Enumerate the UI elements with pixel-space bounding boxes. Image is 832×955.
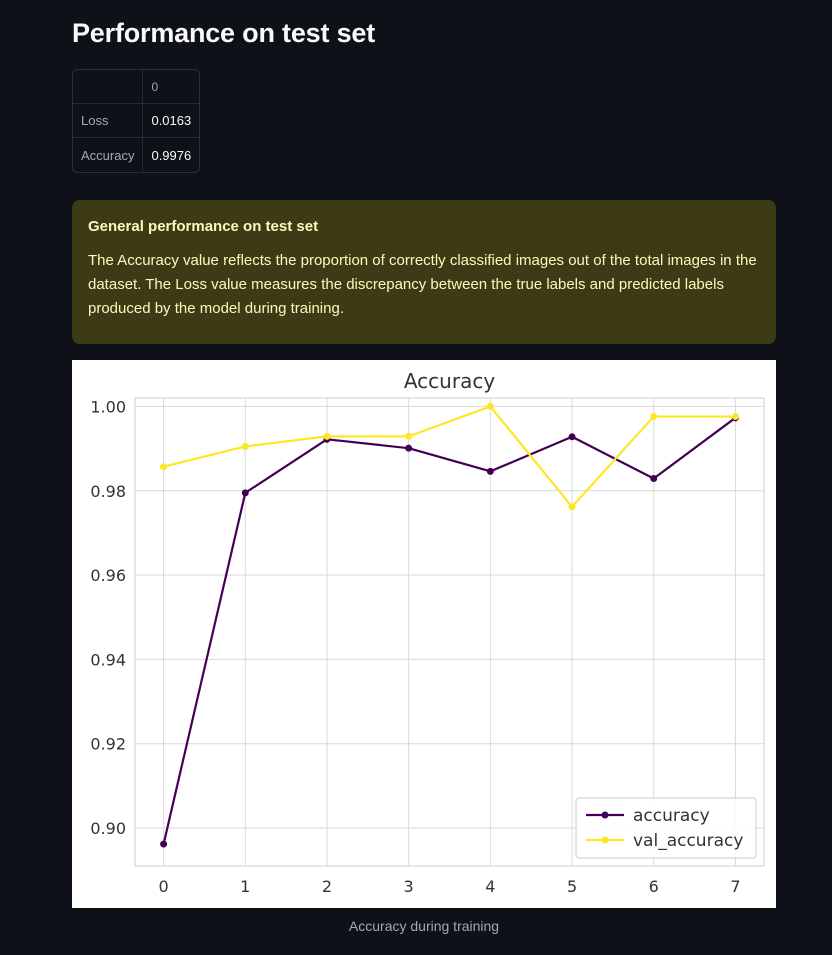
metrics-table: 0 Loss 0.0163 Accuracy 0.9976 bbox=[72, 69, 201, 173]
x-tick-label: 0 bbox=[158, 877, 168, 896]
data-point-accuracy bbox=[405, 444, 413, 452]
data-point-val_accuracy bbox=[160, 463, 168, 471]
data-point-accuracy bbox=[486, 467, 494, 475]
accuracy-chart: Accuracy 0.90 0.92 0.94 0.96 0.98 1.00 0 1 2 3 4 5 6 7… bbox=[72, 360, 776, 908]
data-point-val_accuracy bbox=[650, 413, 658, 421]
x-tick-label: 6 bbox=[649, 877, 659, 896]
data-point-val_accuracy bbox=[405, 432, 413, 440]
x-tick-label: 5 bbox=[567, 877, 577, 896]
table-cell-value[interactable]: 0.9976 bbox=[151, 147, 192, 163]
x-tick-label: 1 bbox=[240, 877, 250, 896]
data-point-accuracy bbox=[160, 840, 168, 848]
data-point-accuracy bbox=[650, 475, 658, 483]
data-point-val_accuracy bbox=[323, 432, 331, 440]
data-point-val_accuracy bbox=[486, 402, 494, 410]
table-column-header[interactable]: 0 bbox=[143, 70, 200, 104]
y-tick-label: 0.92 bbox=[90, 735, 126, 754]
y-tick-label: 0.94 bbox=[90, 650, 126, 669]
series-line-val_accuracy bbox=[163, 405, 736, 508]
data-point-val_accuracy bbox=[731, 413, 739, 421]
page-title: Performance on test set bbox=[72, 18, 375, 48]
y-tick-label: 0.90 bbox=[90, 819, 126, 838]
legend-label: accuracy bbox=[633, 806, 710, 826]
plot-frame bbox=[134, 397, 765, 867]
x-tick-label: 3 bbox=[404, 877, 414, 896]
table-cell-value[interactable]: 0.0163 bbox=[143, 104, 200, 138]
table-row: Accuracy 0.9976 bbox=[73, 138, 199, 172]
data-point-accuracy bbox=[241, 489, 249, 497]
chart-caption: Accuracy during training bbox=[348, 918, 500, 934]
y-tick-label: 1.00 bbox=[90, 397, 126, 416]
chart-title: Accuracy bbox=[404, 369, 495, 393]
data-point-val_accuracy bbox=[241, 442, 249, 450]
legend-swatch-marker bbox=[601, 811, 609, 819]
info-box: General performance on test set The Accu… bbox=[72, 200, 776, 344]
info-heading: General performance on test set bbox=[88, 218, 319, 235]
table-row-label: Accuracy bbox=[73, 138, 144, 172]
data-point-accuracy bbox=[568, 433, 576, 441]
x-tick-label: 7 bbox=[730, 877, 740, 896]
table-header-row: 0 bbox=[73, 70, 200, 104]
table-row: Loss 0.0163 bbox=[73, 104, 200, 138]
series-line-accuracy bbox=[162, 416, 737, 845]
info-text: The Accuracy value reflects the proporti… bbox=[88, 252, 757, 317]
accuracy-chart-svg: Accuracy 0.90 0.92 0.94 0.96 0.98 1.00 0 1 2 3 4 5 6 7… bbox=[90, 369, 765, 896]
data-point-val_accuracy bbox=[568, 503, 576, 511]
x-tick-label: 2 bbox=[322, 877, 332, 896]
legend-box bbox=[575, 797, 757, 859]
x-tick-label: 4 bbox=[485, 877, 495, 896]
y-tick-label: 0.98 bbox=[90, 482, 126, 501]
legend-label: val_accuracy bbox=[633, 831, 743, 851]
table-row-label: Loss bbox=[73, 104, 144, 138]
table-corner-cell bbox=[73, 70, 144, 104]
legend-swatch-marker bbox=[601, 836, 609, 844]
y-tick-label: 0.96 bbox=[90, 566, 126, 585]
